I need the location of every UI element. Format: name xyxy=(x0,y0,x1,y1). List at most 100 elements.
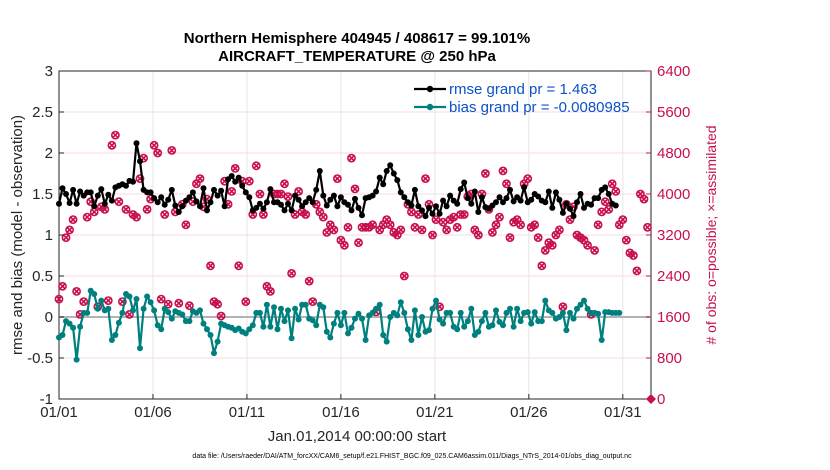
y2-tick-label: 5600 xyxy=(657,104,690,121)
obs-count-marker xyxy=(82,212,92,222)
rmse-point xyxy=(179,203,186,210)
x-tick-label: 01/31 xyxy=(604,404,642,421)
bias-point xyxy=(119,309,126,316)
obs-count-marker xyxy=(255,189,265,199)
obs-possible-marker xyxy=(163,299,173,309)
obs-possible-marker xyxy=(495,212,504,222)
rmse-point xyxy=(130,178,136,185)
obs-assimilated-marker xyxy=(411,223,419,231)
obs-possible-marker xyxy=(213,299,222,309)
rmse-point xyxy=(91,203,98,210)
obs-assimilated-marker xyxy=(323,228,331,237)
obs-count-marker xyxy=(516,220,525,230)
obs-count-marker xyxy=(107,140,117,150)
rmse-point xyxy=(602,184,609,191)
obs-assimilated-marker xyxy=(256,190,264,198)
obs-possible-marker xyxy=(530,220,540,230)
rmse-point xyxy=(552,189,559,196)
obs-count-marker xyxy=(643,222,652,232)
obs-assimilated-marker xyxy=(481,169,489,178)
obs-assimilated-marker xyxy=(168,146,176,155)
obs-assimilated-marker xyxy=(344,223,352,231)
bias-point xyxy=(345,330,351,337)
x-tick-label: 01/06 xyxy=(134,404,172,421)
rmse-point xyxy=(281,207,288,214)
bias-point xyxy=(563,327,570,334)
obs-count-marker xyxy=(480,169,490,178)
rmse-point xyxy=(574,199,580,206)
rmse-point xyxy=(415,203,422,210)
rmse-point xyxy=(323,202,330,209)
bias-point xyxy=(387,314,394,320)
obs-possible-marker xyxy=(629,251,638,260)
bias-point xyxy=(574,305,580,312)
rmse-point xyxy=(478,194,485,201)
rmse-point xyxy=(394,177,401,184)
rmse-point xyxy=(500,199,506,206)
obs-assimilated-marker xyxy=(231,164,239,172)
obs-assimilated-marker xyxy=(354,239,363,247)
obs-assimilated-marker xyxy=(104,297,112,305)
obs-count-marker xyxy=(234,261,244,271)
rmse-point xyxy=(200,185,207,192)
bias-point xyxy=(292,305,299,312)
bias-point xyxy=(108,337,115,343)
obs-count-marker xyxy=(153,148,163,158)
bias-point xyxy=(419,314,425,320)
rmse-point xyxy=(154,199,161,206)
bias-point xyxy=(274,326,281,333)
obs-possible-marker xyxy=(537,261,547,271)
rmse-point xyxy=(285,200,291,207)
obs-possible-marker xyxy=(487,227,497,237)
bias-point xyxy=(137,345,143,352)
obs-count-marker xyxy=(163,299,173,309)
bias-point xyxy=(147,299,154,306)
rmse-point xyxy=(528,196,535,203)
obs-assimilated-marker xyxy=(386,221,394,229)
bias-point xyxy=(394,312,401,319)
rmse-point xyxy=(295,196,302,203)
obs-possible-marker xyxy=(607,179,617,189)
bias-point xyxy=(500,322,506,329)
bias-point xyxy=(179,311,186,318)
obs-assimilated-marker xyxy=(259,210,267,219)
obs-assimilated-marker xyxy=(538,262,546,270)
rmse-point xyxy=(299,203,306,210)
chart-title-line2: AIRCRAFT_TEMPERATURE @ 250 hPa xyxy=(218,48,496,65)
rmse-point xyxy=(161,201,168,208)
rmse-point xyxy=(359,212,365,219)
obs-count-marker xyxy=(132,212,141,222)
obs-count-marker xyxy=(495,212,504,222)
obs-possible-marker xyxy=(195,174,205,183)
obs-assimilated-marker xyxy=(305,277,313,285)
rmse-point xyxy=(63,191,69,197)
bias-point xyxy=(309,317,316,324)
obs-assimilated-marker xyxy=(351,185,359,193)
rmse-point xyxy=(137,158,143,165)
rmse-point xyxy=(98,186,105,193)
rmse-point xyxy=(373,188,380,195)
obs-count-marker xyxy=(251,161,261,171)
rmse-point xyxy=(189,189,196,196)
rmse-point xyxy=(563,200,570,207)
obs-possible-marker xyxy=(618,215,628,224)
bias-point xyxy=(151,307,158,314)
rmse-point xyxy=(348,207,355,214)
obs-possible-marker xyxy=(621,235,631,245)
rmse-point xyxy=(320,192,327,199)
bias-point xyxy=(489,322,496,329)
rmse-point xyxy=(345,201,351,208)
obs-assimilated-marker xyxy=(182,221,190,229)
obs-assimilated-marker xyxy=(499,167,507,175)
obs-assimilated-marker xyxy=(252,162,260,170)
obs-possible-marker xyxy=(332,174,342,183)
rmse-point xyxy=(197,203,203,210)
obs-possible-marker xyxy=(114,197,124,207)
y2-tick-label: 0 xyxy=(657,391,665,408)
bias-point xyxy=(249,322,256,329)
bias-point xyxy=(538,318,545,325)
obs-assimilated-marker xyxy=(531,221,539,229)
bias-point xyxy=(493,307,499,314)
obs-assimilated-marker xyxy=(591,246,599,254)
obs-assimilated-marker xyxy=(58,282,67,290)
